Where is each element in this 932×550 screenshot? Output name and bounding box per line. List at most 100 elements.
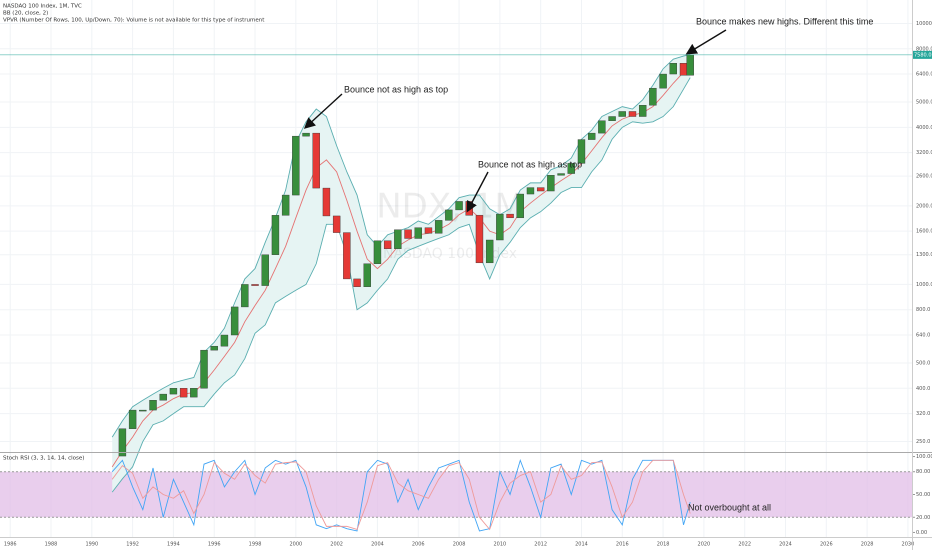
overbought-band (0, 471, 912, 518)
arrow (303, 93, 343, 129)
annotation: Bounce not as high as top (478, 159, 582, 169)
foreground-layer: 1986 1988 1990 1992 1994 1996 1998 2000 2002 2004… (0, 21, 932, 548)
candle (230, 306, 239, 336)
candle (261, 254, 269, 286)
legend-vpvr: VPVR (Number Of Rows, 100, Up/Down, 70):… (3, 18, 265, 24)
candle (271, 215, 280, 255)
candle (485, 239, 494, 264)
legend-symbol: NASDAQ 100 Index, 1M, TVC (3, 4, 82, 10)
candle (455, 201, 463, 211)
x-tick-label: 1990 (85, 542, 98, 548)
stoch-line (111, 459, 691, 531)
legend-osc: Stoch RSI (3, 3, 14, 14, close) (3, 456, 84, 462)
y-tick-label: 400.0 (916, 386, 930, 392)
candle (251, 284, 259, 286)
candle (292, 135, 300, 196)
annotation: Bounce makes new highs. Different this t… (696, 16, 873, 26)
candle (608, 116, 616, 121)
x-tick-label: 2012 (534, 542, 547, 548)
x-tick-label: 2020 (698, 542, 711, 548)
candle (434, 220, 443, 234)
candle (149, 400, 157, 411)
watermark-name: NASDAQ 100 Index (383, 246, 517, 262)
y-tick-label: 500.0 (916, 360, 930, 366)
candle (506, 213, 514, 219)
x-tick-label: 2026 (820, 542, 833, 548)
y-tick-label: 1600.0 (916, 229, 932, 235)
x-tick-label: 2028 (861, 542, 874, 548)
candle (353, 278, 361, 287)
candle (669, 63, 677, 75)
candle (424, 227, 433, 234)
candle (679, 63, 688, 76)
x-tick-label: 1996 (208, 542, 221, 548)
osc-tick-label: 50.00 (916, 492, 930, 498)
candle (659, 73, 667, 89)
candle (200, 349, 208, 389)
x-tick-label: 2008 (453, 542, 466, 548)
annotation: Not overbought at all (688, 502, 771, 512)
candle (383, 240, 392, 249)
candle (577, 139, 586, 164)
x-tick-label: 2022 (738, 542, 751, 548)
candle (649, 87, 657, 106)
y-tick-label: 640.0 (916, 333, 930, 339)
candle (210, 345, 218, 351)
candle (322, 187, 331, 217)
candle (373, 240, 382, 264)
candle (179, 388, 188, 398)
x-tick-label: 1994 (167, 542, 180, 548)
x-tick-label: 1998 (249, 542, 262, 548)
candle (128, 409, 137, 429)
legend-bb: BB (20, close, 2) (3, 11, 48, 17)
candle (686, 54, 694, 76)
y-tick-label: 250.0 (916, 439, 930, 445)
x-tick-label: 2014 (575, 542, 588, 548)
x-tick-label: 1986 (4, 542, 17, 548)
candle (241, 284, 249, 308)
y-tick-label: 2600.0 (916, 174, 932, 180)
osc-tick-label: 0.00 (916, 530, 927, 536)
candle (496, 213, 504, 241)
candle (312, 132, 320, 189)
x-tick-label: 1992 (126, 542, 139, 548)
candle (557, 173, 565, 176)
osc-tick-label: 100.00 (916, 454, 932, 460)
x-tick-label: 2002 (330, 542, 343, 548)
candle (475, 215, 484, 264)
candle (628, 111, 637, 117)
candle (445, 209, 453, 221)
candle (169, 388, 178, 395)
y-tick-label: 2000.0 (916, 203, 932, 209)
candle (332, 215, 341, 233)
candle (220, 334, 229, 347)
last-price-tag (912, 50, 932, 59)
candle (190, 388, 198, 398)
osc-tick-label: 80.00 (916, 469, 930, 475)
x-tick-label: 2030 (902, 542, 915, 548)
bb-line (111, 68, 691, 468)
annotation: Bounce not as high as top (344, 84, 448, 94)
candle (598, 120, 606, 134)
candle (394, 229, 402, 249)
x-tick-label: 2024 (779, 542, 792, 548)
candle (302, 132, 310, 137)
y-tick-label: 1000.0 (916, 282, 932, 288)
x-tick-label: 1988 (45, 542, 58, 548)
x-tick-label: 2010 (493, 542, 506, 548)
candle (516, 193, 524, 219)
x-tick-label: 2000 (289, 542, 302, 548)
candle (159, 393, 167, 401)
x-tick-label: 2016 (616, 542, 629, 548)
bb-line (111, 77, 691, 493)
candle (618, 111, 626, 117)
arrow (466, 171, 489, 213)
y-tick-label: 800.0 (916, 307, 930, 313)
background-layer (0, 0, 915, 537)
candle (343, 232, 351, 280)
y-tick-label: 320.0 (916, 411, 930, 417)
osc-tick-label: 20.00 (916, 515, 930, 521)
y-tick-label: 8000.0 (916, 46, 932, 52)
